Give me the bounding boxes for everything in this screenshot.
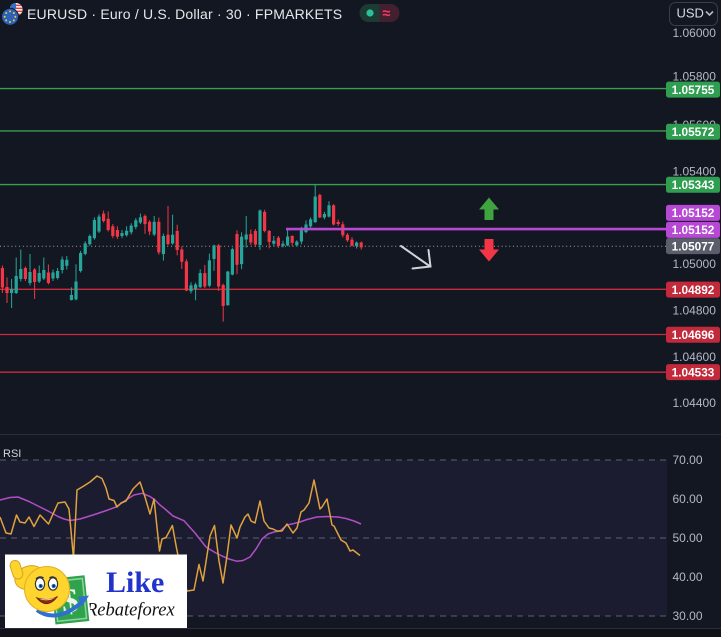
svg-text:1.06000: 1.06000 [673, 26, 717, 40]
svg-text:USD: USD [677, 6, 704, 21]
svg-text:1.05572: 1.05572 [672, 125, 715, 139]
svg-text:Rebateforex: Rebateforex [85, 601, 175, 621]
svg-text:≈: ≈ [383, 6, 391, 22]
svg-text:1.05000: 1.05000 [673, 257, 717, 271]
svg-text:1.05077: 1.05077 [672, 239, 715, 253]
svg-text:EURUSD · Euro / U.S. Dollar ·: EURUSD · Euro / U.S. Dollar · 30 · FPMAR… [27, 6, 342, 22]
svg-text:1.04892: 1.04892 [672, 283, 715, 297]
svg-text:1.05152: 1.05152 [672, 223, 715, 237]
svg-text:1.05800: 1.05800 [673, 70, 717, 84]
svg-text:40.00: 40.00 [673, 570, 703, 584]
svg-text:1.04400: 1.04400 [673, 396, 717, 410]
svg-text:1.04800: 1.04800 [673, 304, 717, 318]
svg-text:1.05152: 1.05152 [672, 206, 715, 220]
svg-text:1.05755: 1.05755 [672, 83, 715, 97]
svg-text:30.00: 30.00 [673, 609, 703, 623]
svg-text:Like: Like [106, 566, 164, 599]
svg-text:70.00: 70.00 [673, 453, 703, 467]
svg-text:1.05343: 1.05343 [672, 178, 715, 192]
svg-text:1.05400: 1.05400 [673, 164, 717, 178]
svg-text:50.00: 50.00 [673, 531, 703, 545]
svg-text:60.00: 60.00 [673, 492, 703, 506]
svg-text:1.04696: 1.04696 [672, 328, 715, 342]
svg-text:1.04600: 1.04600 [673, 350, 717, 364]
svg-text:1.04533: 1.04533 [672, 365, 715, 379]
svg-text:RSI: RSI [3, 448, 21, 460]
